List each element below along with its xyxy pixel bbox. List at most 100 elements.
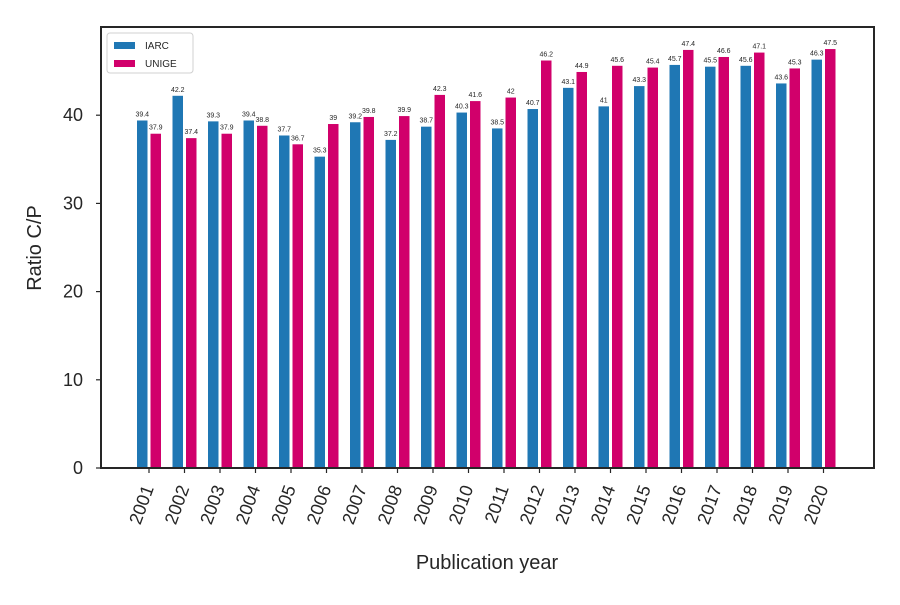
bar-iarc-2015: [634, 86, 645, 469]
bar-iarc-2011: [492, 128, 503, 468]
value-label-unige-2020: 47.5: [823, 40, 837, 47]
y-axis-label: Ratio C/P: [24, 205, 46, 291]
value-label-unige-2002: 37.4: [184, 129, 198, 136]
value-label-iarc-2015: 43.3: [632, 77, 646, 84]
value-label-iarc-2010: 40.3: [455, 104, 469, 111]
value-label-unige-2003: 37.9: [220, 125, 234, 132]
value-label-iarc-2006: 35.3: [313, 148, 327, 155]
value-labels-layer: 39.4 42.2 39.3 39.4 37.7 35.3 39.2 37.2 38.7 40.3…: [135, 40, 837, 155]
value-label-unige-2006: 39: [329, 115, 337, 122]
value-label-unige-2008: 39.9: [397, 107, 411, 114]
value-label-iarc-2016: 45.7: [668, 56, 682, 63]
bar-unige-2018: [754, 52, 765, 468]
value-label-unige-2014: 45.6: [610, 57, 624, 64]
bar-iarc-2006: [314, 156, 325, 469]
x-tick-label-2008: 2008: [374, 483, 406, 527]
bar-unige-2020: [825, 49, 836, 469]
value-label-iarc-2014: 41: [600, 97, 608, 104]
x-tick-label-2020: 2020: [800, 483, 832, 527]
value-label-unige-2019: 45.3: [788, 59, 802, 66]
legend: IARC UNIGE: [106, 32, 194, 74]
bar-unige-2007: [363, 116, 374, 469]
bar-unige-2003: [221, 133, 232, 469]
legend-swatch-iarc: [114, 42, 135, 49]
x-tick-label-2013: 2013: [551, 483, 583, 527]
x-tick-label-2006: 2006: [303, 483, 335, 527]
value-label-unige-2001: 37.9: [149, 125, 163, 132]
bar-iarc-2008: [385, 139, 396, 468]
y-tick-label-20: 20: [63, 282, 83, 302]
x-tick-label-2016: 2016: [658, 483, 690, 527]
bar-iarc-2001: [137, 120, 148, 468]
x-tick-label-2009: 2009: [409, 483, 441, 527]
value-label-unige-2004: 38.8: [255, 117, 269, 124]
value-label-unige-2015: 45.4: [646, 59, 660, 66]
value-label-iarc-2017: 45.5: [703, 58, 717, 65]
x-tick-label-2012: 2012: [516, 483, 548, 527]
value-label-unige-2005: 36.7: [291, 135, 305, 142]
x-tick-label-2014: 2014: [587, 483, 619, 527]
x-tick-label-2018: 2018: [729, 483, 761, 527]
bar-unige-2001: [150, 133, 161, 469]
x-tick-label-2005: 2005: [267, 483, 299, 527]
value-label-iarc-2007: 39.2: [348, 113, 362, 120]
value-label-iarc-2008: 37.2: [384, 131, 398, 138]
bar-unige-2004: [257, 125, 268, 468]
value-label-iarc-2003: 39.3: [206, 112, 220, 119]
x-tick-label-2002: 2002: [161, 483, 193, 527]
bar-iarc-2020: [811, 59, 822, 468]
legend-label-iarc: IARC: [145, 41, 169, 52]
bar-unige-2010: [470, 101, 481, 468]
value-label-iarc-2001: 39.4: [135, 111, 149, 118]
x-tick-label-2019: 2019: [764, 483, 796, 527]
x-tick-label-2010: 2010: [445, 483, 477, 527]
value-label-iarc-2020: 46.3: [810, 51, 824, 58]
value-label-iarc-2013: 43.1: [561, 79, 575, 86]
x-tick-label-2007: 2007: [338, 483, 370, 527]
value-label-unige-2007: 39.8: [362, 108, 376, 115]
value-label-iarc-2005: 37.7: [277, 126, 291, 133]
bar-iarc-2018: [740, 65, 751, 469]
legend-label-unige: UNIGE: [145, 59, 177, 70]
bar-iarc-2013: [563, 87, 574, 468]
legend-swatch-unige: [114, 60, 135, 67]
bar-unige-2009: [434, 94, 445, 468]
bar-iarc-2012: [527, 109, 538, 468]
y-tick-label-10: 10: [63, 370, 83, 390]
bar-unige-2012: [541, 60, 552, 469]
x-tick-label-2004: 2004: [232, 483, 264, 527]
bar-iarc-2007: [350, 122, 361, 469]
bar-iarc-2009: [421, 126, 432, 468]
x-axis-label: Publication year: [416, 552, 559, 574]
value-label-iarc-2011: 38.5: [490, 119, 504, 126]
value-label-iarc-2009: 38.7: [419, 118, 433, 125]
value-label-unige-2012: 46.2: [539, 52, 553, 59]
bar-unige-2019: [789, 68, 800, 468]
bar-iarc-2017: [705, 66, 716, 468]
x-tick-label-2003: 2003: [196, 483, 228, 527]
bar-iarc-2003: [208, 121, 219, 469]
value-label-iarc-2002: 42.2: [171, 87, 185, 94]
value-label-unige-2018: 47.1: [752, 44, 766, 51]
x-tick-label-2011: 2011: [481, 483, 513, 526]
bar-unige-2011: [505, 97, 516, 468]
bar-unige-2006: [328, 124, 339, 469]
y-tick-label-40: 40: [63, 105, 83, 125]
value-label-iarc-2019: 43.6: [774, 74, 788, 81]
bars-layer: [137, 49, 836, 469]
x-tick-label-2017: 2017: [693, 483, 725, 527]
bar-unige-2014: [612, 65, 623, 469]
bar-iarc-2004: [243, 120, 254, 468]
bar-unige-2016: [683, 49, 694, 468]
value-label-iarc-2004: 39.4: [242, 111, 256, 118]
bar-iarc-2010: [456, 112, 467, 468]
bar-iarc-2014: [598, 106, 609, 468]
bar-iarc-2005: [279, 135, 290, 468]
plot-frame: [100, 26, 875, 469]
value-label-unige-2011: 42: [507, 89, 515, 96]
bar-iarc-2002: [172, 95, 183, 469]
bar-unige-2002: [186, 138, 197, 468]
